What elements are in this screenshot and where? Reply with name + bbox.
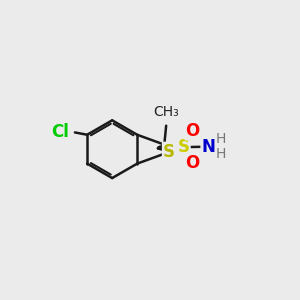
Text: S: S bbox=[163, 143, 175, 161]
Text: O: O bbox=[185, 122, 200, 140]
Text: CH₃: CH₃ bbox=[153, 105, 179, 119]
Text: H: H bbox=[216, 147, 226, 160]
Text: O: O bbox=[185, 154, 200, 172]
Text: S: S bbox=[177, 138, 189, 156]
Text: H: H bbox=[216, 132, 226, 146]
Text: N: N bbox=[201, 138, 215, 156]
Text: Cl: Cl bbox=[51, 123, 69, 141]
